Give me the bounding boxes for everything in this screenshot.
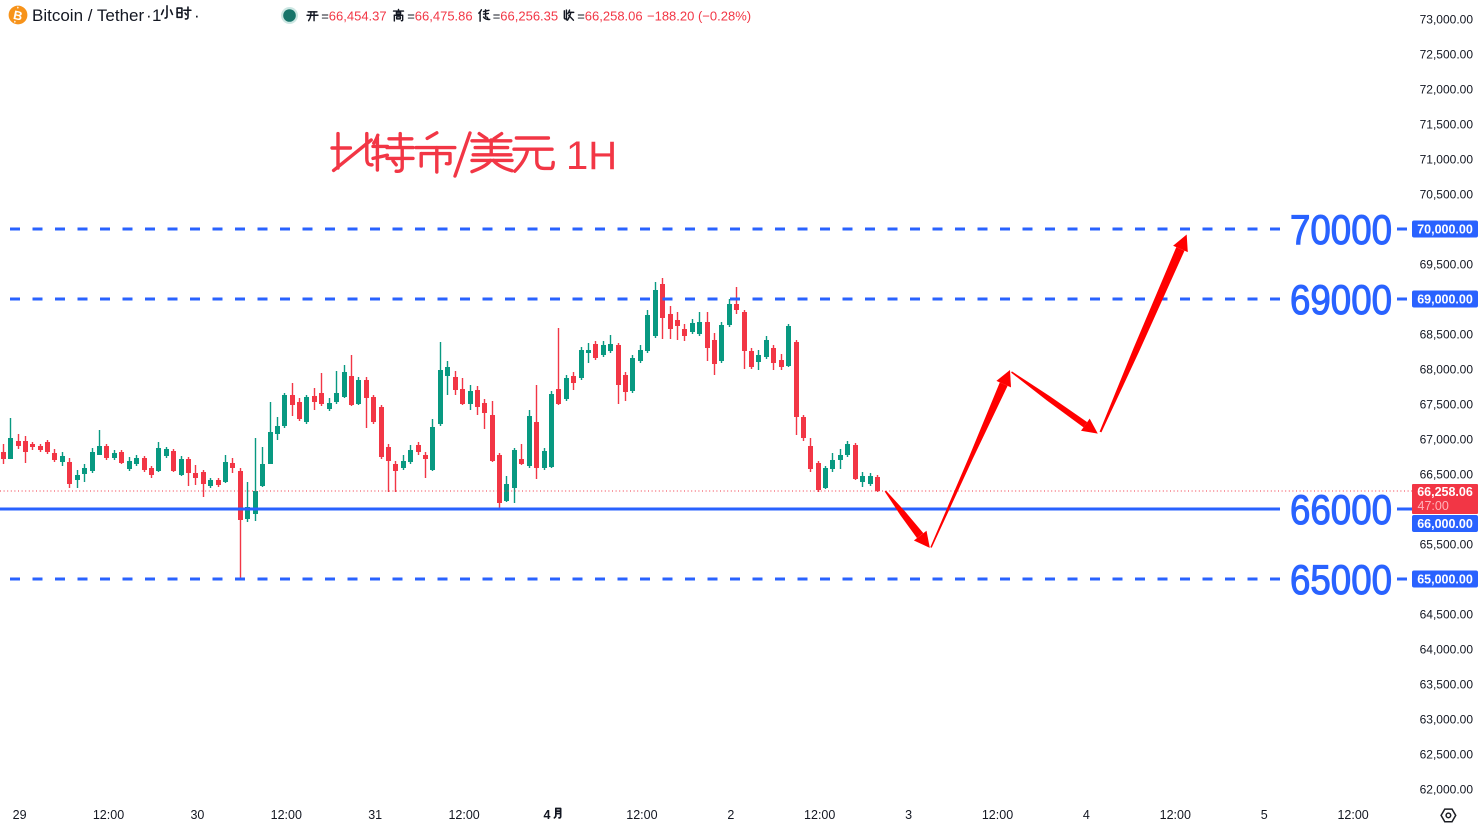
svg-text:12:00: 12:00 — [93, 808, 124, 822]
svg-text:70,000.00: 70,000.00 — [1417, 223, 1473, 237]
svg-text:64,000.00: 64,000.00 — [1420, 643, 1474, 657]
svg-text:71,500.00: 71,500.00 — [1420, 118, 1474, 132]
svg-text:68,000.00: 68,000.00 — [1420, 363, 1474, 377]
svg-text:65,000.00: 65,000.00 — [1417, 573, 1473, 587]
svg-text:68,500.00: 68,500.00 — [1420, 328, 1474, 342]
svg-text:67,000.00: 67,000.00 — [1420, 433, 1474, 447]
svg-text:70,500.00: 70,500.00 — [1420, 188, 1474, 202]
svg-text:12:00: 12:00 — [1160, 808, 1191, 822]
svg-text:12:00: 12:00 — [626, 808, 657, 822]
svg-text:=66,475.86: =66,475.86 — [407, 8, 472, 23]
svg-text:30: 30 — [190, 808, 204, 822]
svg-text:12:00: 12:00 — [1337, 808, 1368, 822]
svg-text:−188.20 (−0.28%): −188.20 (−0.28%) — [647, 8, 751, 23]
svg-text:65,500.00: 65,500.00 — [1420, 538, 1474, 552]
svg-text:62,000.00: 62,000.00 — [1420, 783, 1474, 797]
svg-text:66,000.00: 66,000.00 — [1417, 517, 1473, 531]
svg-text:66,500.00: 66,500.00 — [1420, 468, 1474, 482]
svg-text:66000: 66000 — [1290, 486, 1392, 533]
svg-text:62,500.00: 62,500.00 — [1420, 748, 1474, 762]
svg-text:12:00: 12:00 — [804, 808, 835, 822]
svg-text:=66,256.35: =66,256.35 — [493, 8, 558, 23]
svg-text:3: 3 — [905, 808, 912, 822]
svg-text:66,258.06: 66,258.06 — [1417, 485, 1473, 499]
svg-text:64,500.00: 64,500.00 — [1420, 608, 1474, 622]
svg-text:67,500.00: 67,500.00 — [1420, 398, 1474, 412]
svg-text:29: 29 — [13, 808, 27, 822]
svg-text:·: · — [194, 6, 200, 25]
svg-text:2: 2 — [727, 808, 734, 822]
svg-text:12:00: 12:00 — [448, 808, 479, 822]
svg-text:12:00: 12:00 — [982, 808, 1013, 822]
svg-text:4: 4 — [544, 808, 551, 822]
svg-text:=66,454.37: =66,454.37 — [321, 8, 386, 23]
svg-text:72,000.00: 72,000.00 — [1420, 83, 1474, 97]
svg-text:1: 1 — [152, 6, 161, 25]
svg-text:5: 5 — [1261, 808, 1268, 822]
svg-text:Bitcoin / Tether: Bitcoin / Tether — [32, 6, 144, 25]
svg-text:73,000.00: 73,000.00 — [1420, 13, 1474, 27]
svg-text:69,000.00: 69,000.00 — [1417, 293, 1473, 307]
svg-text:12:00: 12:00 — [271, 808, 302, 822]
svg-text:72,500.00: 72,500.00 — [1420, 48, 1474, 62]
svg-text:=66,258.06: =66,258.06 — [577, 8, 642, 23]
svg-text:4: 4 — [1083, 808, 1090, 822]
svg-text:47:00: 47:00 — [1418, 499, 1449, 513]
svg-text:69000: 69000 — [1290, 276, 1392, 323]
svg-text:70000: 70000 — [1290, 206, 1392, 253]
svg-text:65000: 65000 — [1290, 556, 1392, 603]
svg-text:63,500.00: 63,500.00 — [1420, 678, 1474, 692]
svg-text:31: 31 — [368, 808, 382, 822]
svg-text:63,000.00: 63,000.00 — [1420, 713, 1474, 727]
svg-text:1H: 1H — [566, 134, 617, 178]
svg-text:71,000.00: 71,000.00 — [1420, 153, 1474, 167]
svg-text:·: · — [146, 6, 152, 25]
svg-text:69,500.00: 69,500.00 — [1420, 258, 1474, 272]
